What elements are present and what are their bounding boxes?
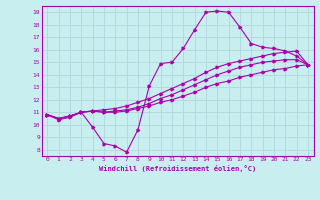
X-axis label: Windchill (Refroidissement éolien,°C): Windchill (Refroidissement éolien,°C) xyxy=(99,165,256,172)
